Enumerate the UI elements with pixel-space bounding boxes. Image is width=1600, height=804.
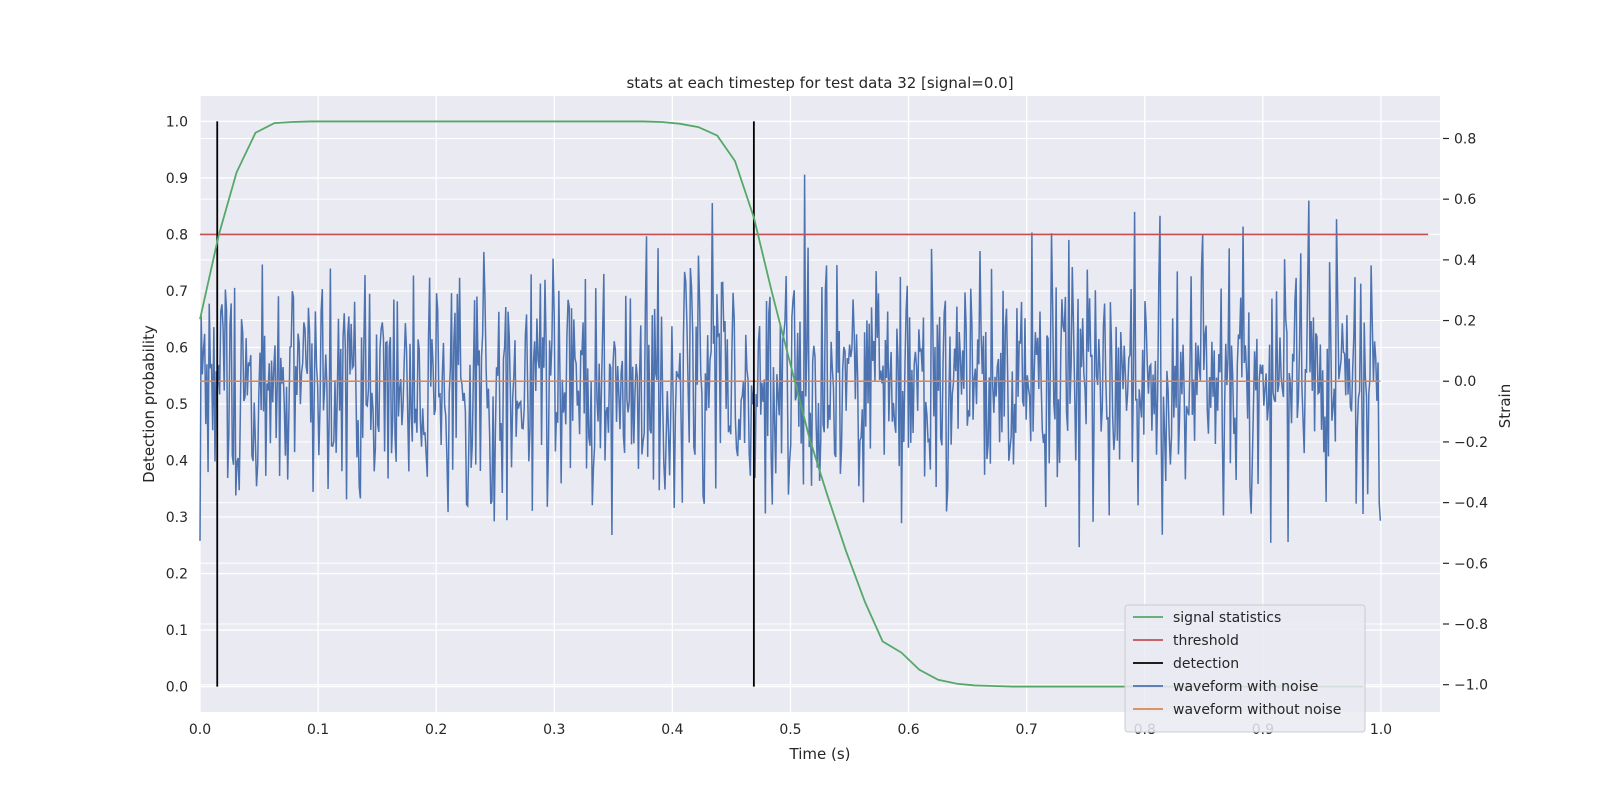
x-tick-label: 0.0	[189, 722, 211, 738]
x-axis-label: Time (s)	[789, 745, 851, 763]
y-tick-label: 0.6	[166, 340, 188, 356]
x-tick-label: 0.7	[1016, 722, 1038, 738]
legend-label: detection	[1173, 656, 1239, 672]
y-right-tick-label: −0.4	[1454, 496, 1488, 512]
y-right-tick-label: −1.0	[1454, 678, 1488, 694]
legend-label: threshold	[1173, 633, 1239, 649]
y-right-tick-label: 0.2	[1454, 314, 1476, 330]
x-tick-label: 1.0	[1370, 722, 1392, 738]
legend-label: waveform without noise	[1173, 702, 1341, 718]
y-right-tick-label: 0.4	[1454, 253, 1476, 269]
x-tick-label: 0.5	[779, 722, 801, 738]
y-tick-label: 0.3	[166, 510, 188, 526]
y-tick-label: 0.9	[166, 171, 188, 187]
y-tick-label: 0.1	[166, 623, 188, 639]
y-tick-label: 0.0	[166, 680, 188, 696]
y-right-tick-label: −0.2	[1454, 435, 1488, 451]
y-right-axis-label: Strain	[1496, 384, 1514, 428]
y-tick-label: 0.7	[166, 284, 188, 300]
x-tick-label: 0.4	[661, 722, 683, 738]
x-tick-label: 0.3	[543, 722, 565, 738]
y-tick-label: 0.5	[166, 397, 188, 413]
series	[199, 120, 1429, 688]
legend-box	[1124, 604, 1366, 733]
axes: 0.0 0.1 0.2 0.3 0.4 0.5 0.6 0.7 0.8 0.9 1.0 0.0 0.1 0…	[166, 114, 1488, 738]
y-tick-label: 0.8	[166, 227, 188, 243]
legend-label: waveform with noise	[1173, 679, 1318, 695]
x-tick-label: 0.2	[425, 722, 447, 738]
y-right-tick-label: 0.0	[1454, 374, 1476, 390]
y-axis-label: Detection probability	[140, 325, 158, 483]
y-tick-label: 0.2	[166, 567, 188, 583]
x-tick-label: 0.6	[897, 722, 919, 738]
y-tick-label: 0.4	[166, 454, 188, 470]
y-right-tick-label: 0.6	[1454, 192, 1476, 208]
legend: signal statistics threshold detection wavef…	[1124, 604, 1366, 733]
signal-statistics-line	[199, 120, 1364, 688]
y-right-tick-label: −0.8	[1454, 617, 1488, 633]
y-tick-label: 1.0	[166, 114, 188, 130]
chart-title: stats at each timestep for test data 32 …	[626, 74, 1013, 92]
legend-label: signal statistics	[1173, 610, 1281, 626]
y-right-tick-label: 0.8	[1454, 131, 1476, 147]
y-right-tick-label: −0.6	[1454, 556, 1488, 572]
x-tick-label: 0.1	[307, 722, 329, 738]
